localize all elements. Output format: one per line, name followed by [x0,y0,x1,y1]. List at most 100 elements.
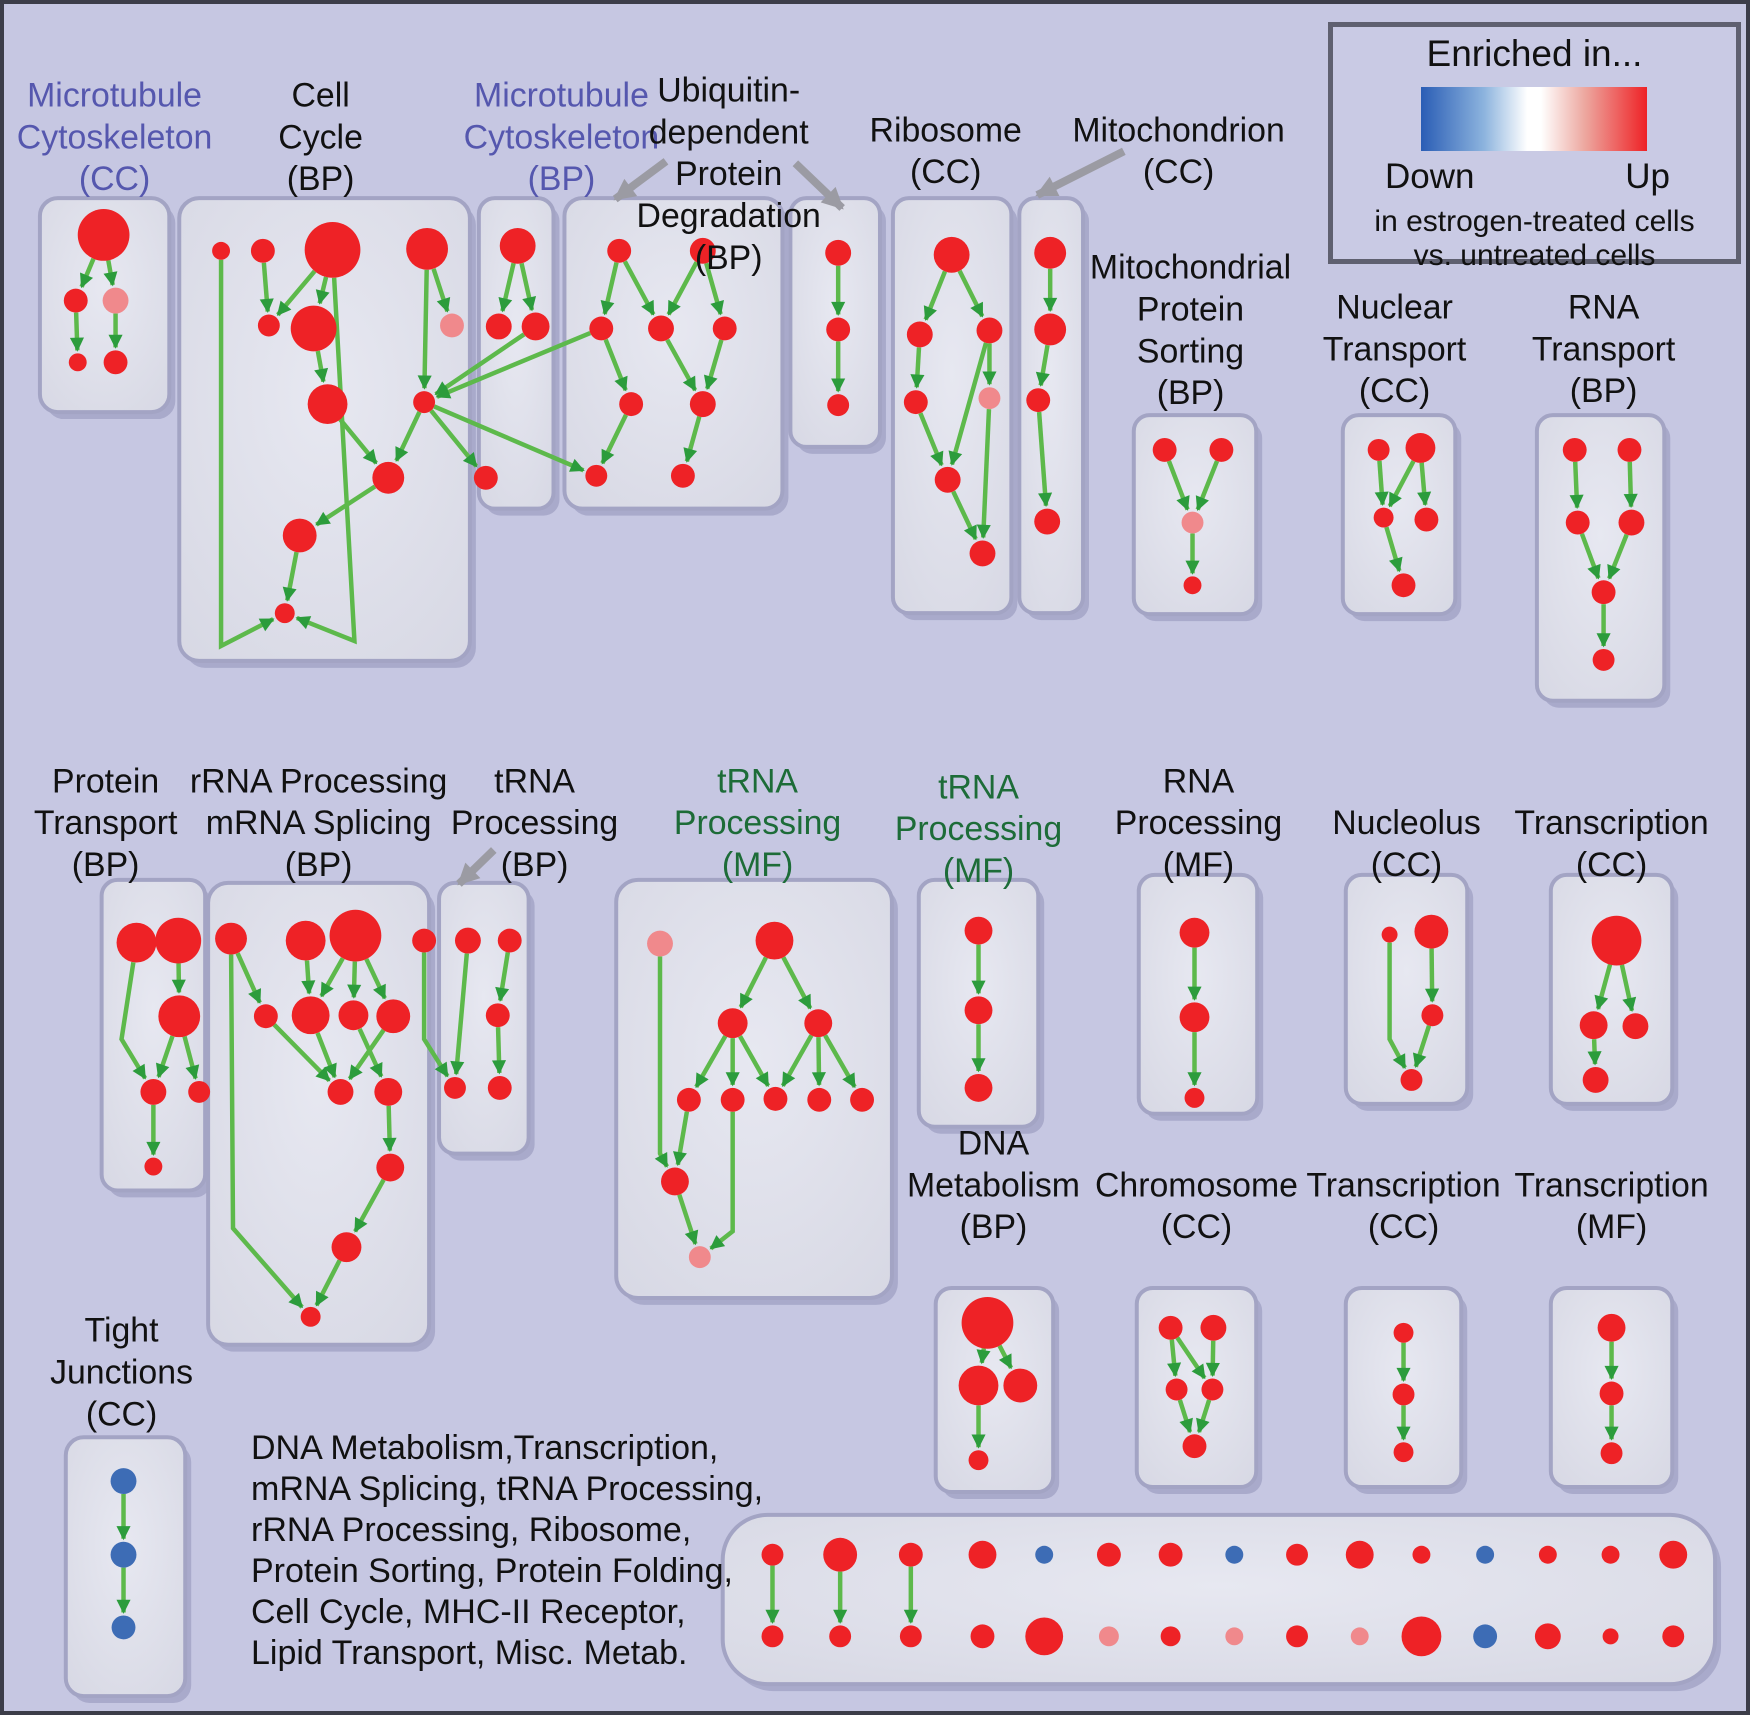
cluster-label-mito_sorting: Sorting [1137,332,1244,370]
go-term-node-red [1179,917,1210,948]
go-term-node-red [485,1003,510,1028]
graph-edge [417,269,432,390]
go-term-node-red [964,916,993,945]
graph-edge [338,418,378,465]
cluster-label-transcription_cc_1: (CC) [1576,846,1647,884]
text-block-line: Lipid Transport, Misc. Metab. [251,1634,688,1672]
graph-edge [498,262,516,313]
go-term-node-red [1414,914,1449,949]
cluster-box-rna_processing [1136,872,1260,1116]
go-term-node-red [1618,509,1645,536]
cluster-label-rna_transport: RNA [1568,289,1640,327]
cluster-label-rrna_mrna: mRNA Splicing [206,804,432,842]
go-term-node-red [1592,648,1615,671]
go-term-node-red [155,917,202,964]
graph-edge [1619,964,1637,1013]
go-term-node-red [1600,1442,1623,1465]
go-term-node-red [1414,507,1439,532]
cluster-label-cell_cycle: Cell [291,77,349,115]
go-term-node-blue [110,1468,137,1495]
go-term-node-red [290,305,337,352]
cluster-label-microtubule_cc: Microtubule [27,77,202,115]
go-term-node-blue [1473,1624,1498,1649]
graph-edge [347,961,362,999]
go-term-node-red [1659,1540,1688,1569]
legend-gradient-bar [1421,87,1647,151]
go-term-node-red [906,321,933,348]
go-term-node-red [140,1078,167,1105]
go-term-node-red [826,317,851,342]
graph-edge [1036,411,1053,508]
graph-edge [119,961,148,1080]
pointer-arrow-icon [612,158,669,203]
cluster-box-trna_bp [437,880,531,1156]
cluster-label-mitochondrion: Mitochondrion [1072,111,1284,149]
graph-edge [923,270,948,321]
graph-edge [314,1259,342,1307]
go-term-node-red [307,384,348,425]
graph-edge [951,490,978,541]
go-term-node-red [1182,1434,1207,1459]
cluster-label-ubiquitin: dependent [649,113,810,151]
graph-edge [301,960,316,995]
go-term-node-red [1179,1002,1210,1033]
cluster-label-mito_sorting: Protein [1137,291,1244,329]
graph-edge [315,276,330,305]
cluster-label-ubiquitin: Ubiquitin- [657,72,800,110]
go-term-node-red [497,928,522,953]
cluster-label-protein_transport: Protein [52,762,159,800]
graph-edge [1387,942,1407,1069]
graph-edge [1424,948,1440,1003]
go-term-node-red [1534,1623,1561,1650]
go-term-node-red [291,996,330,1035]
go-term-node-red [63,288,88,313]
graph-edge [364,958,387,1000]
cluster-label-trna_mf_1: tRNA [717,762,798,800]
go-term-node-red [499,227,536,264]
go-term-node-red [968,1540,997,1569]
go-term-node-red [1412,1545,1431,1564]
go-term-node-red [116,922,157,963]
graph-edge [1579,532,1601,580]
go-term-node-red [934,466,961,493]
graph-edge [600,413,628,465]
go-term-node-red [215,922,247,955]
go-term-node-red [933,236,970,273]
graph-edge [957,269,985,318]
go-term-node-red [376,1153,405,1182]
go-term-node-red [1565,510,1590,535]
graph-edge [182,1035,200,1080]
go-term-node-red [1601,1545,1620,1564]
go-term-node-red [1405,432,1436,463]
text-block-line: Cell Cycle, MHC-II Receptor, [251,1593,686,1631]
go-term-node-red [898,1542,923,1567]
graph-edge [781,956,813,1010]
graph-edge [704,262,724,316]
cluster-label-tight_junctions: Tight [85,1312,160,1350]
graph-edge [1569,461,1584,510]
go-term-node-red [1003,1368,1038,1403]
graph-edge [218,259,275,650]
go-term-node-red [376,999,411,1034]
cluster-box-mitochondrion [1017,196,1086,616]
cluster-label-rna_transport: Transport [1532,330,1676,368]
go-term-node-red [444,1076,466,1099]
go-term-node-red [829,1625,852,1648]
go-term-node-red [304,221,361,278]
go-term-node-red [976,317,1003,344]
cluster-label-transcription_mf: (MF) [1576,1208,1647,1246]
graph-edge [1607,533,1629,580]
go-term-node-red [253,1004,278,1029]
cluster-label-transcription_cc_2: Transcription [1306,1166,1500,1204]
graph-edge [1387,460,1416,508]
graph-edge [382,1105,397,1153]
go-term-node-red [1184,1087,1205,1108]
go-term-node-red [1662,1625,1685,1648]
graph-edge [315,1032,337,1079]
graph-edge [272,1023,331,1083]
go-term-node-red [670,463,695,488]
go-term-node-red [1599,1381,1624,1406]
cluster-label-chromosome: Chromosome [1095,1166,1298,1204]
cluster-label-nuclear_transport: Transport [1323,330,1467,368]
go-term-node-red [1579,1011,1608,1040]
